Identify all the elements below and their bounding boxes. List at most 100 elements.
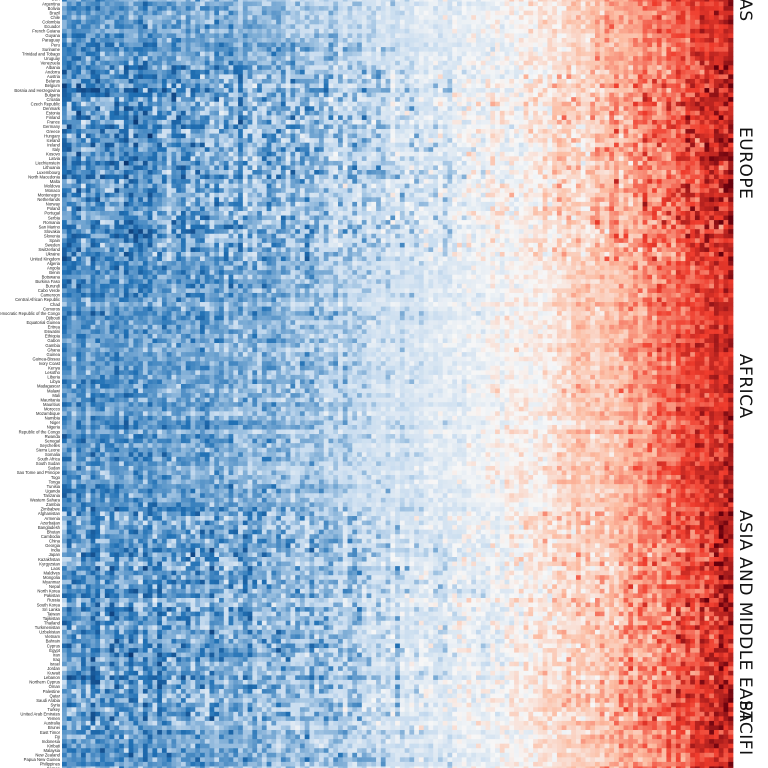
heatmap-cell <box>609 15 614 20</box>
heatmap-cell <box>509 33 514 38</box>
heatmap-cell <box>605 24 610 29</box>
heatmap-cell <box>133 29 138 34</box>
heatmap-cell <box>343 2 348 7</box>
heatmap-cell <box>395 47 400 52</box>
heatmap-cell <box>81 33 86 38</box>
heatmap-cell <box>452 33 457 38</box>
heatmap-cell <box>67 43 72 48</box>
heatmap-cell <box>176 6 181 11</box>
heatmap-cell <box>262 29 267 34</box>
heatmap-cell <box>571 47 576 52</box>
heatmap-cell <box>471 29 476 34</box>
heatmap-cell <box>390 43 395 48</box>
heatmap-cell <box>309 47 314 52</box>
heatmap-cell <box>314 33 319 38</box>
heatmap-cell <box>62 2 67 7</box>
heatmap-cell <box>647 6 652 11</box>
heatmap-cell <box>452 2 457 7</box>
heatmap-cell <box>271 33 276 38</box>
heatmap-cell <box>457 47 462 52</box>
heatmap-cell <box>500 43 505 48</box>
heatmap-cell <box>481 47 486 52</box>
heatmap-cell <box>257 2 262 7</box>
heatmap-cell <box>638 29 643 34</box>
heatmap-cell <box>409 2 414 7</box>
heatmap-cell <box>495 43 500 48</box>
heatmap-cell <box>433 24 438 29</box>
heatmap-cell <box>333 56 338 61</box>
heatmap-cell <box>357 6 362 11</box>
heatmap-cell <box>257 43 262 48</box>
heatmap-cell <box>200 47 205 52</box>
heatmap-cell <box>95 33 100 38</box>
heatmap-cell <box>352 52 357 57</box>
heatmap-cell <box>229 11 234 16</box>
heatmap-cell <box>286 33 291 38</box>
heatmap-cell <box>219 56 224 61</box>
heatmap-cell <box>409 15 414 20</box>
heatmap-cell <box>238 2 243 7</box>
heatmap-cell <box>652 15 657 20</box>
heatmap-cell <box>443 43 448 48</box>
heatmap-cell <box>704 33 709 38</box>
heatmap-cell <box>552 15 557 20</box>
heatmap-cell <box>276 29 281 34</box>
heatmap-cell <box>167 2 172 7</box>
heatmap-cell <box>105 47 110 52</box>
heatmap-cell <box>76 11 81 16</box>
heatmap-cell <box>457 29 462 34</box>
heatmap-cell <box>72 38 77 43</box>
heatmap-cell <box>624 20 629 25</box>
heatmap-cell <box>509 52 514 57</box>
heatmap-cell <box>704 11 709 16</box>
heatmap-cell <box>257 33 262 38</box>
heatmap-cell <box>681 2 686 7</box>
heatmap-cell <box>509 6 514 11</box>
heatmap-cell <box>581 2 586 7</box>
heatmap-cell <box>690 11 695 16</box>
heatmap-cell <box>704 6 709 11</box>
heatmap-cell <box>186 56 191 61</box>
heatmap-cell <box>685 56 690 61</box>
heatmap-cell <box>447 56 452 61</box>
heatmap-cell <box>86 56 91 61</box>
heatmap-cell <box>462 56 467 61</box>
heatmap-cell <box>290 52 295 57</box>
heatmap-cell <box>171 52 176 57</box>
heatmap-cell <box>538 56 543 61</box>
heatmap-cell <box>471 6 476 11</box>
heatmap-cell <box>619 52 624 57</box>
heatmap-cell <box>433 56 438 61</box>
heatmap-cell <box>690 6 695 11</box>
heatmap-cell <box>362 20 367 25</box>
heatmap-cell <box>143 15 148 20</box>
heatmap-cell <box>81 43 86 48</box>
heatmap-cell <box>362 6 367 11</box>
heatmap-cell <box>424 33 429 38</box>
heatmap-cell <box>666 52 671 57</box>
heatmap-cell <box>76 56 81 61</box>
heatmap-cell <box>581 24 586 29</box>
heatmap-cell <box>157 6 162 11</box>
heatmap-cell <box>319 29 324 34</box>
heatmap-cell <box>500 47 505 52</box>
heatmap-cell <box>119 29 124 34</box>
heatmap-cell <box>119 6 124 11</box>
heatmap-cell <box>543 24 548 29</box>
heatmap-cell <box>476 43 481 48</box>
heatmap-cell <box>110 56 115 61</box>
heatmap-cell <box>628 52 633 57</box>
heatmap-cell <box>219 11 224 16</box>
heatmap-cell <box>524 2 529 7</box>
heatmap-cell <box>486 52 491 57</box>
heatmap-cell <box>129 24 134 29</box>
heatmap-cell <box>695 15 700 20</box>
heatmap-cell <box>62 15 67 20</box>
heatmap-cell <box>728 52 733 57</box>
heatmap-cell <box>681 11 686 16</box>
heatmap-cell <box>428 24 433 29</box>
heatmap-cell <box>509 38 514 43</box>
heatmap-cell <box>462 47 467 52</box>
heatmap-cell <box>76 29 81 34</box>
heatmap-cell <box>219 24 224 29</box>
